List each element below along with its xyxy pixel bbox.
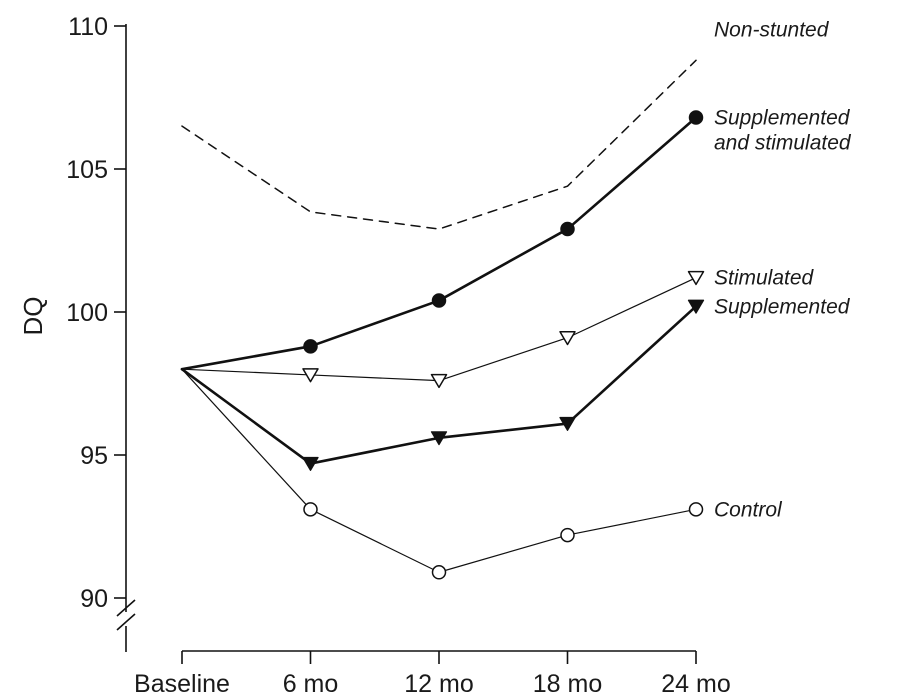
series-label-line: Supplemented: [714, 295, 851, 318]
y-tick-label: 90: [80, 585, 108, 613]
data-point: [560, 527, 575, 543]
data-point: [430, 373, 448, 389]
series-line-control: [181, 368, 697, 573]
x-tick-label: Baseline: [134, 670, 230, 698]
data-point: [431, 565, 447, 580]
y-axis: 90 95 100 105 110: [66, 13, 136, 652]
series-label-non-stunted: Non-stunted: [714, 18, 830, 41]
data-point: [431, 293, 447, 308]
data-point: [302, 456, 319, 471]
y-axis-title: DQ: [18, 297, 48, 336]
data-point: [302, 368, 319, 383]
data-point: [559, 416, 576, 431]
x-tick-label: 6 mo: [283, 670, 339, 698]
x-tick-label: 24 mo: [661, 670, 730, 698]
data-point: [688, 110, 704, 125]
data-point: [687, 270, 705, 286]
series-markers: [302, 110, 705, 580]
data-point: [560, 221, 575, 237]
series-label-line: Stimulated: [714, 267, 815, 290]
series-label-supplemented-and-stimulated: Supplemented and stimulated: [714, 107, 852, 155]
x-tick-label: 18 mo: [533, 670, 602, 698]
y-tick-label: 105: [66, 156, 108, 184]
y-axis-break-gap: [122, 612, 130, 626]
y-tick-label: 100: [66, 299, 108, 327]
series-label-line: Supplemented: [714, 107, 851, 130]
data-point: [303, 339, 318, 354]
y-axis-break-mark: [116, 613, 136, 631]
y-tick-label: 95: [80, 442, 108, 470]
series-label-line: and stimulated: [714, 132, 852, 155]
series-line-non-stunted: [181, 59, 697, 230]
data-point: [303, 502, 318, 517]
data-point: [688, 502, 704, 517]
series-label-line: Control: [714, 498, 783, 521]
series-label-stimulated: Stimulated: [714, 267, 815, 290]
data-point: [687, 299, 705, 314]
series-line-supplemented-and-stimulated: [180, 116, 698, 371]
series-label-control: Control: [714, 498, 783, 521]
series-line-stimulated: [181, 277, 697, 382]
series-label-line: Non-stunted: [714, 18, 830, 41]
x-tick-label: 12 mo: [404, 670, 473, 698]
data-point: [430, 431, 448, 446]
x-axis: Baseline 6 mo 12 mo 18 mo 24 mo: [134, 650, 731, 698]
series-label-supplemented: Supplemented: [714, 295, 851, 318]
y-tick-label: 110: [68, 13, 108, 41]
y-axis-break-mark: [116, 599, 136, 617]
data-point: [559, 330, 576, 346]
series-lines: [180, 59, 698, 573]
